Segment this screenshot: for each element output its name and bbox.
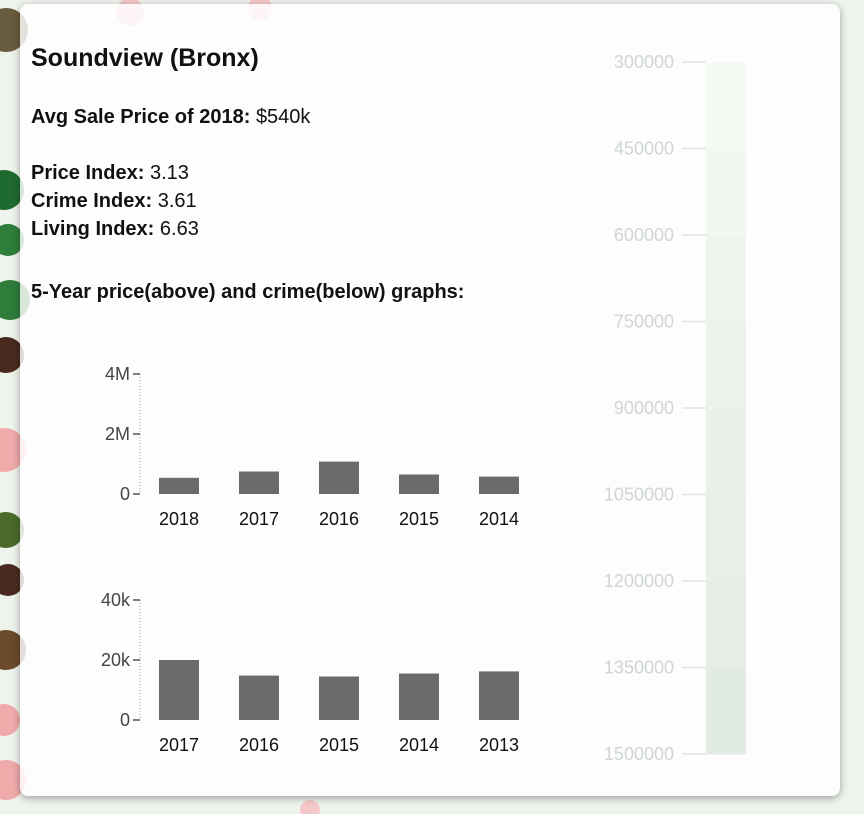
legend-color-band — [706, 62, 746, 149]
crime-bar-chart: 0 20k 40k 2017 2016 2015 2014 2013 — [101, 590, 519, 755]
map-marker[interactable] — [0, 428, 26, 472]
price-index-value: 3.13 — [149, 162, 189, 184]
avg-sale-value: $540k — [255, 106, 311, 128]
legend-label: 1200000 — [604, 571, 674, 591]
bar[interactable] — [239, 471, 279, 495]
color-legend: 300000 450000 600000 750000 900000 1050000 120… — [604, 52, 746, 764]
y-tick-label: 0 — [120, 484, 130, 504]
legend-color-band — [706, 667, 746, 755]
x-tick-label: 2014 — [479, 509, 519, 529]
bar[interactable] — [319, 676, 359, 721]
map-marker[interactable] — [0, 337, 24, 373]
map-marker[interactable] — [0, 170, 24, 210]
x-tick-label: 2016 — [239, 735, 279, 755]
map-marker[interactable] — [300, 800, 320, 814]
y-tick-label: 2M — [105, 424, 130, 444]
x-tick-label: 2014 — [399, 735, 439, 755]
avg-sale-label: Avg Sale Price of 2018: — [31, 106, 251, 128]
bar[interactable] — [479, 671, 519, 720]
x-tick-label: 2013 — [479, 735, 519, 755]
map-marker[interactable] — [0, 704, 20, 736]
x-tick-label: 2017 — [239, 509, 279, 529]
y-tick-label: 40k — [101, 590, 131, 610]
legend-label: 1350000 — [604, 658, 674, 678]
living-index-value: 6.63 — [159, 218, 199, 240]
x-tick-label: 2016 — [319, 509, 359, 529]
crime-index: Crime Index: 3.61 — [31, 190, 197, 213]
y-tick-label: 0 — [120, 710, 130, 730]
bar[interactable] — [399, 474, 439, 495]
x-tick-label: 2017 — [159, 735, 199, 755]
map-marker[interactable] — [0, 224, 24, 256]
price-index-label: Price Index: — [31, 162, 145, 184]
bar[interactable] — [239, 675, 279, 720]
price-bar-chart: 0 2M 4M 2018 2017 2016 2015 2014 — [105, 364, 519, 529]
legend-color-band — [706, 408, 746, 495]
y-tick-label: 20k — [101, 650, 131, 670]
x-tick-label: 2015 — [399, 509, 439, 529]
legend-label: 750000 — [614, 312, 674, 332]
x-tick-label: 2015 — [319, 735, 359, 755]
legend-label: 600000 — [614, 225, 674, 245]
living-index: Living Index: 6.63 — [31, 218, 199, 241]
map-marker[interactable] — [0, 512, 24, 548]
legend-color-band — [706, 321, 746, 409]
avg-sale-price: Avg Sale Price of 2018: $540k — [31, 106, 310, 129]
map-marker[interactable] — [0, 760, 26, 800]
map-marker[interactable] — [0, 564, 24, 596]
bar[interactable] — [159, 660, 199, 720]
legend-label: 450000 — [614, 139, 674, 159]
legend-label: 1500000 — [604, 744, 674, 764]
legend-label: 900000 — [614, 398, 674, 418]
legend-color-band — [706, 148, 746, 236]
price-index: Price Index: 3.13 — [31, 162, 189, 185]
graphs-heading: 5-Year price(above) and crime(below) gra… — [31, 281, 464, 304]
bar[interactable] — [159, 477, 199, 494]
y-tick-label: 4M — [105, 364, 130, 384]
bar[interactable] — [319, 461, 359, 494]
legend-label: 1050000 — [604, 485, 674, 505]
legend-color-band — [706, 494, 746, 582]
legend-label: 300000 — [614, 52, 674, 72]
crime-index-value: 3.61 — [157, 190, 197, 212]
map-marker[interactable] — [0, 630, 26, 670]
legend-color-band — [706, 235, 746, 322]
bar[interactable] — [399, 673, 439, 721]
neighborhood-popup: Soundview (Bronx) Avg Sale Price of 2018… — [20, 4, 840, 796]
legend-color-band — [706, 581, 746, 668]
x-tick-label: 2018 — [159, 509, 199, 529]
bar[interactable] — [479, 476, 519, 494]
crime-index-label: Crime Index: — [31, 190, 153, 212]
charts-area: 0 2M 4M 2018 2017 2016 2015 2014 0 20k 40k 2017 201… — [101, 52, 746, 764]
popup-title: Soundview (Bronx) — [31, 44, 259, 72]
living-index-label: Living Index: — [31, 218, 155, 240]
graphs-heading-text: 5-Year price(above) and crime(below) gra… — [31, 281, 465, 303]
